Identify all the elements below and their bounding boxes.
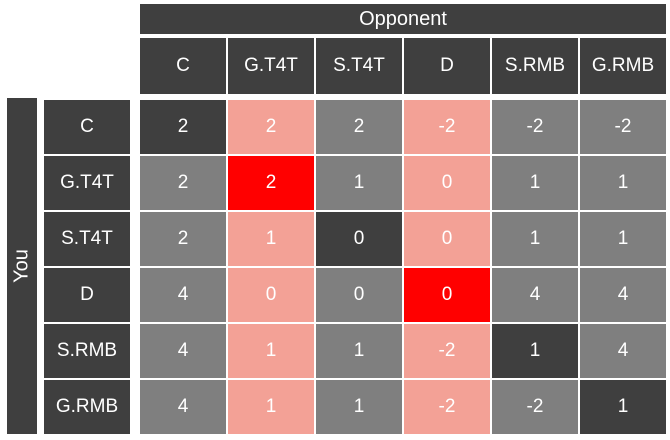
payoff-cell: 1	[228, 324, 314, 378]
payoff-cell: 0	[404, 268, 490, 322]
payoff-cell: 1	[580, 380, 666, 434]
payoff-cell: 4	[140, 380, 226, 434]
you-header: You	[7, 98, 37, 434]
payoff-cell: 2	[140, 156, 226, 210]
payoff-cell: 2	[316, 100, 402, 154]
payoff-cell: 0	[228, 268, 314, 322]
row-header-s-rmb: S.RMB	[44, 324, 130, 378]
payoff-cell: -2	[492, 100, 578, 154]
payoff-cell: 1	[228, 212, 314, 266]
row-header-s-t4t: S.T4T	[44, 212, 130, 266]
payoff-cell: 4	[580, 268, 666, 322]
payoff-cell: 0	[316, 212, 402, 266]
row-header-c: C	[44, 100, 130, 154]
payoff-cell: 4	[492, 268, 578, 322]
payoff-cell: 1	[316, 156, 402, 210]
payoff-cell: 1	[580, 156, 666, 210]
payoff-cell: -2	[404, 100, 490, 154]
payoff-cell: 1	[492, 324, 578, 378]
col-header-d: D	[404, 38, 490, 94]
payoff-cell: -2	[404, 380, 490, 434]
payoff-cell: 2	[228, 156, 314, 210]
payoff-cell: 4	[140, 324, 226, 378]
payoff-cell: 4	[140, 268, 226, 322]
payoff-cell: -2	[580, 100, 666, 154]
payoff-cell: 1	[316, 380, 402, 434]
col-header-s-t4t: S.T4T	[316, 38, 402, 94]
row-header-g-rmb: G.RMB	[44, 380, 130, 434]
you-label: You	[10, 249, 33, 283]
opponent-header: Opponent	[140, 4, 666, 34]
payoff-cell: 1	[492, 156, 578, 210]
payoff-cell: 2	[228, 100, 314, 154]
payoff-cell: 0	[404, 156, 490, 210]
row-header-d: D	[44, 268, 130, 322]
payoff-cell: 0	[316, 268, 402, 322]
payoff-cell: 1	[228, 380, 314, 434]
payoff-cell: 4	[580, 324, 666, 378]
payoff-cell: 1	[316, 324, 402, 378]
col-header-g-rmb: G.RMB	[580, 38, 666, 94]
payoff-cell: 1	[580, 212, 666, 266]
col-header-s-rmb: S.RMB	[492, 38, 578, 94]
payoff-cell: 0	[404, 212, 490, 266]
col-header-c: C	[140, 38, 226, 94]
row-header-g-t4t: G.T4T	[44, 156, 130, 210]
payoff-cell: -2	[404, 324, 490, 378]
payoff-cell: 2	[140, 212, 226, 266]
col-header-g-t4t: G.T4T	[228, 38, 314, 94]
payoff-cell: 2	[140, 100, 226, 154]
payoff-cell: 1	[492, 212, 578, 266]
opponent-label: Opponent	[359, 7, 447, 30]
payoff-cell: -2	[492, 380, 578, 434]
